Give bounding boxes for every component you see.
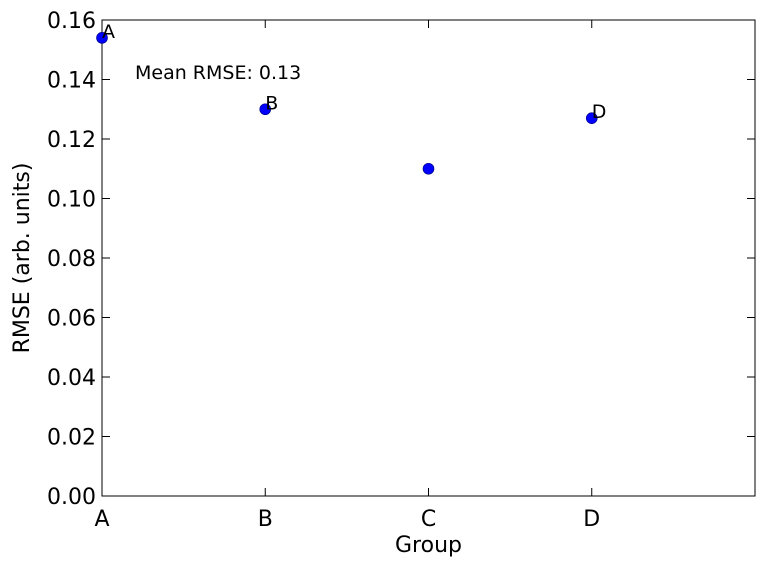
mean-rmse-annotation: Mean RMSE: 0.13 xyxy=(135,62,301,84)
y-tick-label: 0.00 xyxy=(47,485,96,510)
y-tick-label: 0.12 xyxy=(47,128,96,153)
ticks-layer: 0.00 0.02 0.04 0.06 0.08 0.10 0.12 0.14 0.16 A B C D xyxy=(47,9,755,532)
point-label-d: D xyxy=(592,101,607,123)
point-label-a: A xyxy=(102,21,115,43)
point-label-b: B xyxy=(265,92,278,114)
y-tick-label: 0.02 xyxy=(47,426,96,451)
points-layer: A B D xyxy=(96,21,607,175)
data-point-b xyxy=(259,103,272,116)
x-tick-label: B xyxy=(258,507,273,532)
plot-area xyxy=(101,19,756,497)
y-tick-label: 0.08 xyxy=(47,247,96,272)
x-tick-label: D xyxy=(583,507,600,532)
y-tick-label: 0.10 xyxy=(47,188,96,213)
x-tick-label: A xyxy=(94,507,109,532)
data-point-c xyxy=(422,162,435,175)
data-point-d xyxy=(585,112,598,124)
data-point-a xyxy=(96,32,108,44)
x-tick-label: C xyxy=(421,507,436,532)
y-tick-label: 0.16 xyxy=(47,9,96,34)
x-axis-title: Group xyxy=(395,533,462,558)
y-tick-label: 0.04 xyxy=(47,366,96,391)
y-tick-label: 0.06 xyxy=(47,307,96,332)
y-axis-title: RMSE (arb. units) xyxy=(10,163,35,354)
y-tick-label: 0.14 xyxy=(47,69,96,94)
